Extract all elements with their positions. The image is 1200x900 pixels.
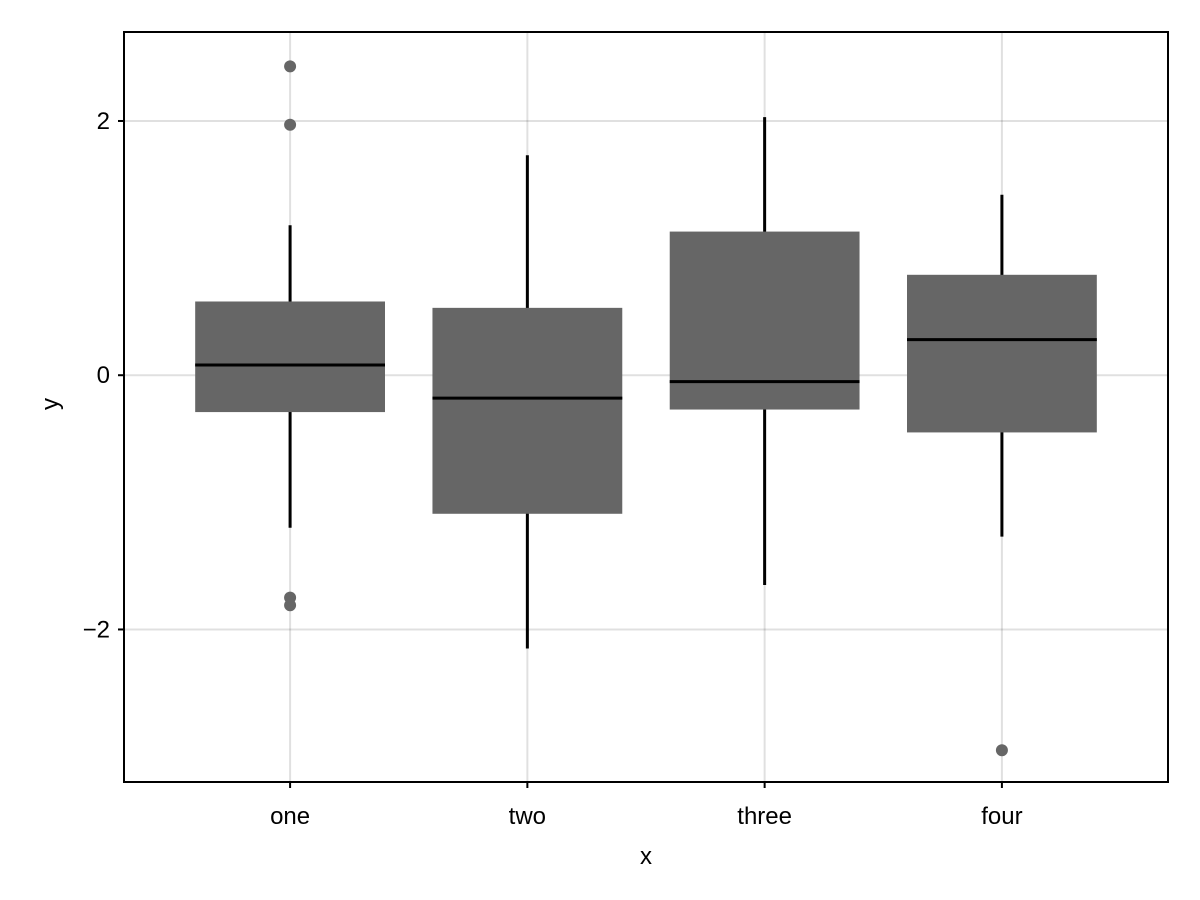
box-two (432, 307, 623, 514)
x-tick-label-two: two (509, 803, 546, 830)
plot-marks (195, 60, 1097, 757)
x-tick-label-one: one (270, 803, 310, 830)
outlier-point-four (995, 744, 1008, 757)
tick-marks (118, 119, 1003, 788)
x-tick-label-three: three (737, 803, 792, 830)
box-group-two (432, 155, 623, 649)
box-one (195, 301, 385, 413)
y-tick-label: 2 (97, 108, 110, 135)
box-group-one (195, 60, 385, 612)
y-tick-label: −2 (83, 616, 110, 643)
y-axis-label: y (37, 398, 64, 410)
y-tick-label: 0 (97, 362, 110, 389)
plot-frame (123, 31, 1169, 783)
x-axis-label: x (640, 843, 652, 870)
outlier-point-one (284, 118, 297, 131)
tick-labels: −2 0 2 one two three four (83, 108, 1023, 830)
outlier-point-one (284, 60, 297, 73)
box-group-three (669, 117, 860, 585)
outlier-point-one (284, 599, 297, 612)
x-tick-label-four: four (981, 803, 1022, 830)
box-three (669, 231, 860, 410)
box-four (907, 274, 1097, 433)
box-group-four (907, 194, 1097, 757)
